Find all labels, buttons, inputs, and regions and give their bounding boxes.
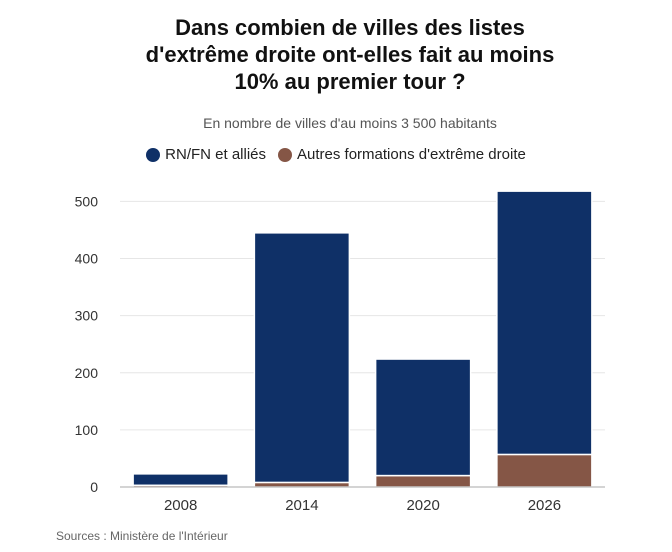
legend-label-autres: Autres formations d'extrême droite — [297, 146, 526, 163]
y-tick-label: 500 — [75, 193, 99, 209]
y-tick-label: 300 — [75, 308, 99, 324]
legend-label-rn-fn: RN/FN et alliés — [165, 146, 267, 163]
legend-item-autres: Autres formations d'extrême droite — [278, 146, 526, 163]
x-tick-label: 2014 — [285, 497, 318, 514]
bar-2014-rn-fn — [253, 232, 351, 484]
title-line-1: Dans combien de villes des listes — [175, 15, 525, 40]
legend-swatch-rn-fn — [146, 147, 161, 162]
y-tick-label: 400 — [75, 251, 99, 267]
legend: RN/FN et alliés Autres formations d'extr… — [0, 146, 672, 163]
bar-2008-rn-fn — [132, 473, 229, 487]
title-line-2: d'extrême droite ont-elles fait au moins — [145, 42, 555, 67]
x-tick-label: 2008 — [164, 497, 197, 514]
chart-title: Dans combien de villes des listes d'extr… — [60, 14, 640, 95]
y-tick-label: 0 — [90, 479, 98, 495]
title-line-3: 10% au premier tour ? — [234, 69, 466, 94]
bar-2026-rn-fn — [496, 190, 593, 456]
y-tick-label: 200 — [75, 365, 99, 381]
y-tick-label: 100 — [75, 422, 99, 438]
chart-subtitle: En nombre de villes d'au moins 3 500 hab… — [203, 115, 497, 131]
bar-2026-autres — [496, 453, 593, 488]
bar-2020-rn-fn — [374, 358, 472, 477]
legend-swatch-autres — [278, 147, 293, 162]
x-tick-label: 2026 — [528, 497, 561, 514]
source-note: Sources : Ministère de l'Intérieur — [56, 529, 228, 543]
x-tick-label: 2020 — [406, 497, 439, 514]
legend-item-rn-fn: RN/FN et alliés — [146, 146, 266, 163]
bar-2020-autres — [374, 474, 472, 488]
